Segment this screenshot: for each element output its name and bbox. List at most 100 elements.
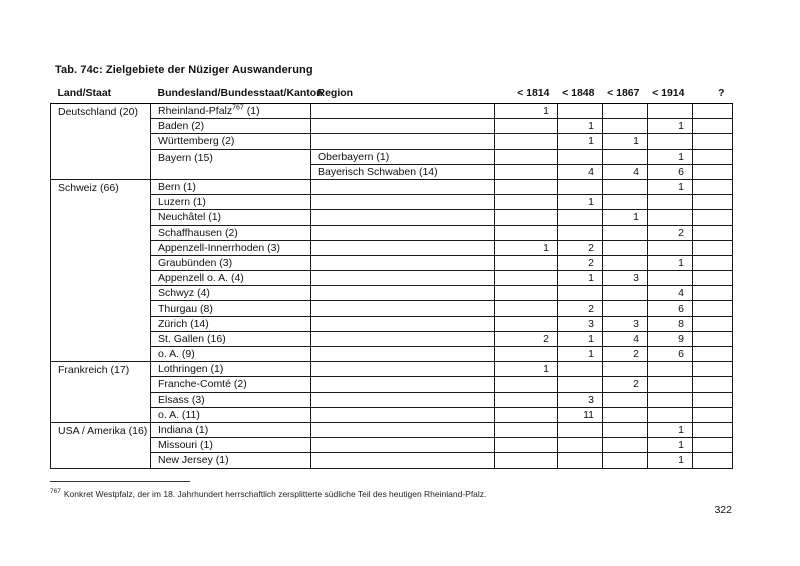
value-cell: 2	[557, 254, 603, 272]
region-cell	[310, 300, 495, 317]
value-cell	[494, 270, 558, 287]
value-cell: 1	[557, 270, 603, 287]
value-cell	[494, 254, 558, 272]
value-cell: 2	[602, 345, 648, 363]
value-cell: 1	[647, 254, 693, 272]
value-cell: 1	[647, 437, 693, 454]
value-cell: 1	[602, 133, 648, 150]
value-cell: 2	[557, 239, 603, 256]
col-header-unknown: ?	[692, 85, 733, 104]
value-cell	[692, 376, 733, 393]
value-cell	[494, 209, 558, 226]
value-cell	[602, 452, 648, 469]
table-row: Baden (2) 1 1	[51, 118, 733, 135]
value-cell	[494, 285, 558, 302]
value-cell	[557, 224, 603, 241]
footnote-text: Konkret Westpfalz, der im 18. Jahrhunder…	[63, 488, 487, 499]
value-cell	[494, 133, 558, 150]
value-cell	[692, 330, 733, 348]
value-cell	[494, 452, 558, 469]
value-cell: 6	[647, 300, 693, 317]
kanton-cell: Rheinland-Pfalz767 (1)	[150, 102, 311, 120]
value-cell: 2	[647, 224, 693, 241]
kanton-cell: Elsass (3)	[150, 391, 311, 408]
kanton-cell: Graubünden (3)	[150, 254, 311, 272]
table-row: Thurgau (8) 2 6	[51, 300, 733, 317]
col-header-land: Land/Staat	[50, 85, 151, 104]
value-cell	[692, 452, 733, 469]
table-row: Bayerisch Schwaben (14) 4 4 6	[51, 163, 733, 180]
col-header-1814: < 1814	[494, 85, 558, 104]
region-cell	[310, 254, 495, 272]
value-cell: 3	[557, 315, 603, 332]
value-cell	[692, 224, 733, 241]
value-cell	[602, 178, 648, 196]
value-cell	[647, 194, 693, 211]
kanton-cell: Thurgau (8)	[150, 300, 311, 317]
value-cell	[647, 239, 693, 256]
table-row: Schaffhausen (2) 2	[51, 224, 733, 241]
value-cell	[647, 209, 693, 226]
value-cell	[494, 224, 558, 241]
value-cell	[494, 391, 558, 408]
value-cell	[494, 376, 558, 393]
col-header-1867: < 1867	[602, 85, 648, 104]
value-cell: 3	[602, 270, 648, 287]
table-row: New Jersey (1) 1	[51, 452, 733, 469]
region-cell: Oberbayern (1)	[310, 148, 495, 165]
value-cell	[647, 391, 693, 408]
value-cell	[647, 406, 693, 423]
col-header-1914: < 1914	[647, 85, 693, 104]
value-cell	[692, 148, 733, 165]
value-cell	[557, 437, 603, 454]
value-cell	[692, 254, 733, 272]
value-cell	[602, 224, 648, 241]
region-cell	[310, 102, 495, 120]
value-cell	[557, 285, 603, 302]
value-cell: 1	[494, 239, 558, 256]
kanton-cell: Bayern (15)	[150, 148, 311, 180]
region-cell	[310, 133, 495, 150]
value-cell	[692, 209, 733, 226]
value-cell: 1	[647, 178, 693, 196]
footnote-marker: 767	[50, 488, 61, 495]
land-cell: Schweiz (66)	[50, 178, 151, 363]
value-cell	[602, 148, 648, 165]
table-row: Zürich (14) 3 3 8	[51, 315, 733, 332]
value-cell: 1	[647, 452, 693, 469]
value-cell: 2	[494, 330, 558, 348]
kanton-cell: Indiana (1)	[150, 421, 311, 439]
value-cell	[602, 194, 648, 211]
region-cell	[310, 285, 495, 302]
value-cell	[602, 300, 648, 317]
region-cell	[310, 178, 495, 196]
region-cell	[310, 391, 495, 408]
value-cell	[692, 178, 733, 196]
value-cell: 2	[602, 376, 648, 393]
col-header-bundesland: Bundesland/Bundesstaat/Kanton	[150, 85, 323, 104]
value-cell	[692, 391, 733, 408]
table-row: Schwyz (4) 4	[51, 285, 733, 302]
value-cell	[692, 194, 733, 211]
value-cell: 1	[494, 102, 558, 120]
value-cell	[692, 345, 733, 363]
table-row: Appenzell o. A. (4) 1 3	[51, 270, 733, 287]
region-cell	[310, 421, 495, 439]
value-cell: 1	[557, 330, 603, 348]
value-cell	[692, 285, 733, 302]
value-cell: 3	[557, 391, 603, 408]
region-cell	[310, 345, 495, 363]
table-row: Frankreich (17) Lothringen (1) 1	[50, 361, 733, 423]
region-cell	[310, 437, 495, 454]
value-cell	[557, 178, 603, 196]
region-cell	[310, 315, 495, 332]
region-cell	[310, 239, 495, 256]
value-cell: 6	[647, 163, 693, 180]
value-cell	[602, 391, 648, 408]
value-cell	[494, 163, 558, 180]
page-number: 322	[714, 504, 732, 516]
table-row: St. Gallen (16) 2 1 4 9	[51, 330, 733, 348]
table-row: o. A. (11) 11	[51, 406, 733, 423]
value-cell: 11	[557, 406, 603, 423]
region-cell: Bayerisch Schwaben (14)	[310, 163, 495, 180]
